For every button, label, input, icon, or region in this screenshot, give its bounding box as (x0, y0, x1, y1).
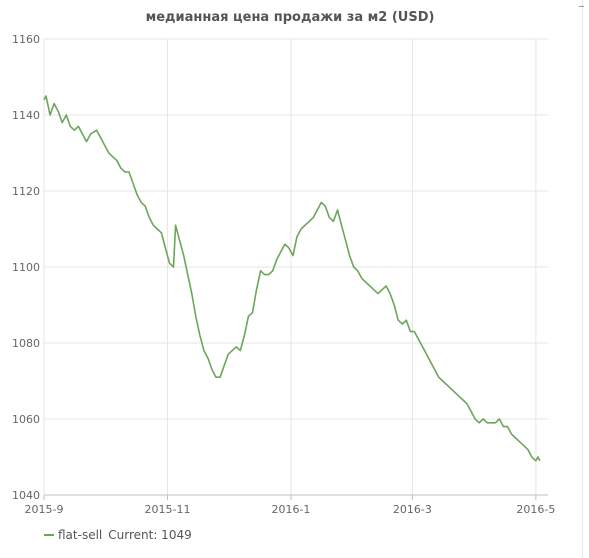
chart-title: медианная цена продажи за м2 (USD) (145, 10, 435, 25)
x-tick-label: 2016-1 (271, 503, 310, 516)
y-tick-label: 1040 (12, 489, 40, 502)
x-tick-label: 2015-9 (25, 503, 64, 516)
x-tick-label: 2015-11 (144, 503, 190, 516)
series-line-flat-sell (43, 95, 541, 462)
y-tick-label: 1060 (12, 413, 40, 426)
y-tick-label: 1140 (12, 109, 40, 122)
y-tick-label: 1100 (12, 261, 40, 274)
legend-swatch (44, 534, 54, 536)
x-tick-label: 2016-3 (393, 503, 432, 516)
axis-layer: 1040 1060 1080 1100 1120 1140 1160 2015-9 2015-1… (12, 33, 555, 516)
y-tick-label: 1120 (12, 185, 40, 198)
y-tick-label: 1160 (12, 33, 40, 46)
grid-layer (43, 38, 548, 496)
legend[interactable]: flat-sell Current: 1049 (44, 528, 192, 542)
panel-border (582, 0, 583, 558)
series-layer (43, 95, 541, 462)
x-tick-label: 2016-5 (516, 503, 555, 516)
legend-current-value: Current: 1049 (108, 528, 192, 542)
panel-corner-mark (579, 6, 584, 7)
y-tick-label: 1080 (12, 337, 40, 350)
legend-series-label: flat-sell (58, 528, 103, 542)
